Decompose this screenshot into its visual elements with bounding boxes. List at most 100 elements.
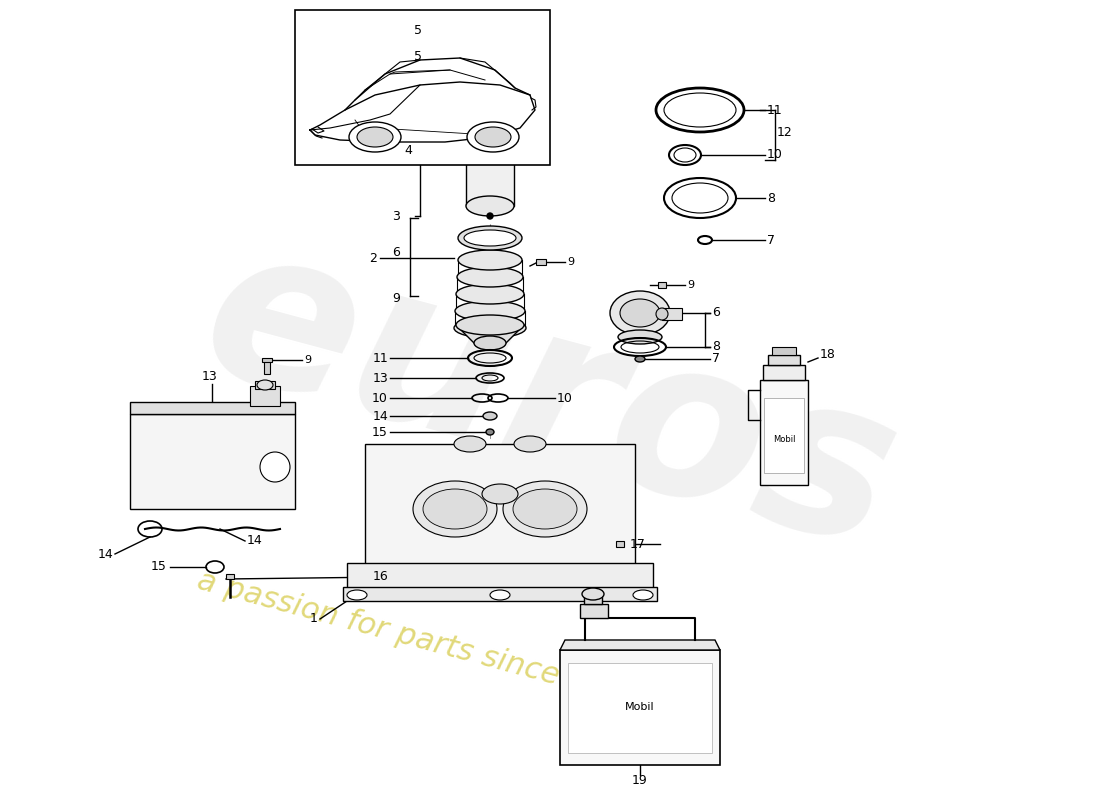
Ellipse shape: [468, 22, 512, 38]
Text: 13: 13: [372, 371, 388, 385]
Polygon shape: [560, 640, 720, 650]
Polygon shape: [456, 325, 524, 343]
Ellipse shape: [513, 489, 578, 529]
Ellipse shape: [610, 291, 670, 335]
Ellipse shape: [424, 489, 487, 529]
Bar: [264, 360, 270, 374]
Text: a passion for parts since 1985: a passion for parts since 1985: [194, 566, 647, 714]
Text: 7: 7: [767, 234, 775, 246]
Ellipse shape: [490, 590, 510, 600]
Bar: [772, 347, 796, 355]
Ellipse shape: [464, 59, 516, 77]
Bar: [616, 541, 624, 547]
Text: 14: 14: [372, 410, 388, 422]
Ellipse shape: [455, 301, 525, 321]
Ellipse shape: [632, 590, 653, 600]
Ellipse shape: [514, 436, 546, 452]
Bar: [760, 380, 808, 485]
Text: 4: 4: [404, 145, 412, 158]
Ellipse shape: [466, 196, 514, 216]
Ellipse shape: [656, 308, 668, 320]
Ellipse shape: [346, 590, 367, 600]
Ellipse shape: [412, 481, 497, 537]
Ellipse shape: [454, 318, 526, 338]
Bar: [568, 663, 712, 753]
Bar: [343, 587, 657, 601]
Ellipse shape: [464, 230, 516, 246]
Ellipse shape: [483, 412, 497, 420]
Ellipse shape: [458, 250, 522, 270]
Ellipse shape: [635, 356, 645, 362]
Ellipse shape: [475, 127, 512, 147]
Text: 10: 10: [372, 391, 388, 405]
Text: 8: 8: [767, 191, 775, 205]
Text: 18: 18: [820, 349, 836, 362]
Ellipse shape: [464, 31, 516, 49]
Text: 12: 12: [777, 126, 793, 139]
Ellipse shape: [618, 330, 662, 344]
Ellipse shape: [257, 380, 273, 390]
Bar: [768, 355, 800, 365]
Text: 10: 10: [557, 391, 573, 405]
Text: 3: 3: [392, 210, 400, 222]
Bar: [226, 574, 234, 579]
Text: 11: 11: [372, 351, 388, 365]
Bar: [250, 386, 280, 406]
Bar: [764, 398, 804, 473]
Ellipse shape: [486, 429, 494, 435]
Text: 6: 6: [712, 306, 719, 319]
Ellipse shape: [468, 122, 519, 152]
Text: Mobil: Mobil: [625, 702, 654, 713]
Bar: [295, 10, 550, 165]
Text: 5: 5: [414, 23, 422, 37]
Ellipse shape: [464, 53, 516, 71]
Text: 16: 16: [372, 570, 388, 583]
Bar: [560, 650, 720, 765]
Bar: [580, 604, 608, 618]
Bar: [255, 381, 275, 389]
Text: 13: 13: [202, 370, 218, 382]
Ellipse shape: [620, 299, 660, 327]
Text: 14: 14: [97, 547, 113, 561]
Bar: [464, 40, 516, 62]
Text: Mobil: Mobil: [772, 435, 795, 445]
Text: 14: 14: [248, 534, 263, 547]
Text: 15: 15: [151, 561, 167, 574]
Text: 6: 6: [392, 246, 400, 259]
Bar: [468, 25, 512, 40]
Text: 9: 9: [566, 257, 574, 267]
Bar: [365, 444, 635, 564]
Text: 11: 11: [767, 103, 783, 117]
Ellipse shape: [474, 336, 506, 350]
Text: euros: euros: [183, 206, 917, 594]
Bar: [763, 365, 805, 380]
Ellipse shape: [466, 76, 514, 96]
Text: 2: 2: [370, 251, 377, 265]
Text: 8: 8: [712, 341, 720, 354]
Ellipse shape: [454, 436, 486, 452]
Bar: [584, 596, 602, 604]
Polygon shape: [130, 402, 295, 414]
Text: 9: 9: [392, 291, 400, 305]
Ellipse shape: [456, 315, 524, 335]
Bar: [662, 308, 682, 320]
Ellipse shape: [468, 33, 512, 47]
Text: 10: 10: [767, 149, 783, 162]
Ellipse shape: [456, 284, 524, 304]
Ellipse shape: [482, 484, 518, 504]
Text: 5: 5: [414, 50, 422, 63]
Text: 19: 19: [632, 774, 648, 786]
Bar: [536, 259, 546, 265]
Bar: [466, 86, 514, 206]
Ellipse shape: [582, 588, 604, 600]
Ellipse shape: [503, 481, 587, 537]
Ellipse shape: [487, 213, 493, 219]
Bar: [130, 414, 295, 509]
Text: 15: 15: [372, 426, 388, 438]
Text: 9: 9: [688, 280, 694, 290]
Bar: [262, 358, 272, 362]
Ellipse shape: [458, 226, 522, 250]
Ellipse shape: [349, 122, 402, 152]
Text: 17: 17: [630, 538, 646, 550]
Bar: [658, 282, 666, 288]
